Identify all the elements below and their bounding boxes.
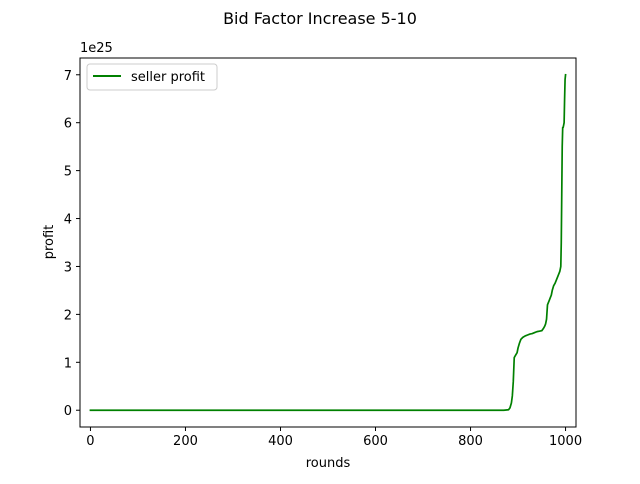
y-tick-label: 6 <box>64 117 72 132</box>
y-axis: 0 1 2 3 4 5 6 7 <box>64 69 80 419</box>
series-line-seller-profit <box>89 73 567 412</box>
x-tick-label: 200 <box>173 434 198 449</box>
x-tick-label: 800 <box>458 434 483 449</box>
y-tick-label: 5 <box>64 165 72 180</box>
y-tick-label: 2 <box>64 308 72 323</box>
y-tick-label: 4 <box>64 213 72 228</box>
plot-area-frame <box>79 57 577 428</box>
y-tick-label: 7 <box>64 69 72 84</box>
chart-title: Bid Factor Increase 5-10 <box>223 9 417 28</box>
x-tick-label: 600 <box>363 434 388 449</box>
x-tick-label: 1000 <box>549 434 582 449</box>
series-layer <box>89 73 567 412</box>
x-axis: 0 200 400 600 800 1000 <box>86 427 582 449</box>
y-tick-label: 0 <box>64 404 72 419</box>
x-tick-label: 0 <box>86 434 94 449</box>
x-tick-label: 400 <box>268 434 293 449</box>
legend: seller profit <box>86 63 218 91</box>
legend-label-seller-profit: seller profit <box>131 70 205 85</box>
x-axis-label: rounds <box>306 456 351 471</box>
y-axis-label: profit <box>42 225 57 260</box>
legend-box <box>86 63 218 91</box>
y-offset-label: 1e25 <box>80 41 113 56</box>
y-tick-label: 3 <box>64 260 72 275</box>
y-tick-label: 1 <box>64 356 72 371</box>
